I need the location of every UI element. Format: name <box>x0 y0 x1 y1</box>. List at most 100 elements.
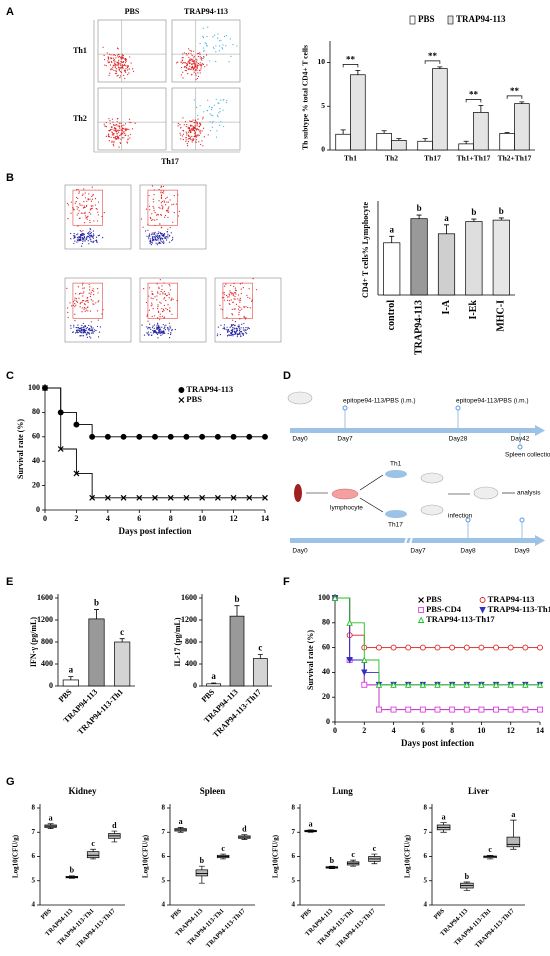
flow-dot <box>118 66 120 69</box>
flow-dot <box>156 244 158 246</box>
flow-dot <box>167 216 169 218</box>
arrow <box>359 497 384 513</box>
flow-dot <box>201 59 203 62</box>
y-tick-label: 5 <box>162 876 166 884</box>
flow-dot <box>236 330 238 332</box>
annotation: a <box>511 810 515 819</box>
flow-dot <box>142 226 144 228</box>
flow-dot <box>89 238 91 240</box>
flow-dot <box>200 66 202 68</box>
flow-dot <box>76 330 78 333</box>
flow-dot <box>158 241 160 243</box>
flow-dot <box>158 200 160 202</box>
flow-dot <box>113 54 115 56</box>
flow-dot <box>110 54 112 56</box>
flow-dot <box>89 221 91 224</box>
flow-dot <box>159 279 161 281</box>
flow-dot <box>120 56 122 58</box>
y-tick-label: 5 <box>292 876 296 884</box>
flow-dot <box>148 287 151 289</box>
step-line <box>349 659 365 685</box>
flow-dot <box>81 194 83 197</box>
annotation: a <box>444 213 449 223</box>
y-tick-label: 60 <box>32 432 40 441</box>
flow-dot <box>107 60 109 62</box>
flow-dot <box>117 53 119 56</box>
error-bar <box>94 609 99 619</box>
point <box>361 656 368 663</box>
flow-dot <box>198 125 200 127</box>
flow-dot <box>75 304 77 306</box>
flow-dot <box>118 59 120 61</box>
flow-dot <box>192 59 194 61</box>
y-axis-label: CD4+ T cells% Lymphocyte <box>361 202 370 298</box>
flow-dot <box>202 37 205 39</box>
flow-dot <box>81 301 83 304</box>
flow-dot <box>127 69 129 71</box>
step-label: epitope94-113/PBS (i.m.) <box>343 398 416 405</box>
flow-dot <box>156 218 158 221</box>
flow-dot <box>96 240 98 243</box>
flow-dot <box>238 299 240 301</box>
chart-title: Kidney <box>68 786 97 796</box>
flow-dot <box>182 138 184 141</box>
flow-dot <box>169 234 171 237</box>
bar <box>432 68 448 151</box>
flow-dot <box>199 64 201 66</box>
flow-dot <box>196 69 198 71</box>
annotation: b <box>417 203 422 213</box>
flow-dot <box>230 299 232 301</box>
flow-dot <box>230 292 232 294</box>
flow-dot <box>125 129 127 131</box>
flow-dot <box>177 194 179 196</box>
annotation: c <box>258 643 262 653</box>
x-tick-label: 12 <box>230 514 238 523</box>
flow-dot <box>239 299 242 301</box>
flow-dot <box>188 59 190 61</box>
flow-dot <box>93 290 95 292</box>
y-tick-label: 1200 <box>37 615 53 624</box>
flow-dot <box>245 326 247 329</box>
flow-dot <box>92 241 94 243</box>
flow-dot <box>104 125 106 127</box>
flow-dot <box>153 201 155 203</box>
flow-dot <box>186 145 189 147</box>
flow-dot <box>78 191 80 193</box>
flow-dot <box>90 337 92 339</box>
flow-dot <box>74 299 76 301</box>
flow-dot <box>145 208 148 210</box>
flow-dot <box>248 288 250 290</box>
flow-dot <box>234 295 236 298</box>
flow-dot <box>200 57 202 59</box>
flow-dot <box>80 292 82 294</box>
flow-dot <box>103 58 106 61</box>
flow-dot <box>80 230 82 233</box>
flow-dot <box>125 59 127 61</box>
flow-row-label: Th1 <box>73 46 87 55</box>
flow-dot <box>128 128 130 130</box>
y-tick-label: 1600 <box>37 593 53 602</box>
flow-dot <box>123 137 125 139</box>
flow-dot <box>160 227 162 229</box>
flow-dot <box>247 296 249 298</box>
flow-dot <box>197 75 200 78</box>
flow-dot <box>105 135 107 137</box>
flow-dot <box>153 324 156 326</box>
flow-dot <box>97 336 100 338</box>
flow-dot <box>153 315 156 317</box>
break-mark <box>408 533 414 548</box>
flow-dot <box>230 324 233 326</box>
x-tick-label: 10 <box>198 514 206 523</box>
flow-dot <box>115 70 118 72</box>
bar <box>473 112 489 151</box>
flow-dot <box>163 190 165 192</box>
flow-dot <box>130 62 132 64</box>
flow-dot <box>97 211 99 213</box>
annotation: d <box>242 825 247 834</box>
flow-dot <box>82 230 84 232</box>
flow-dot <box>85 329 87 331</box>
flow-dot <box>72 304 75 306</box>
flow-dot <box>145 230 147 232</box>
flow-dot <box>190 53 192 55</box>
